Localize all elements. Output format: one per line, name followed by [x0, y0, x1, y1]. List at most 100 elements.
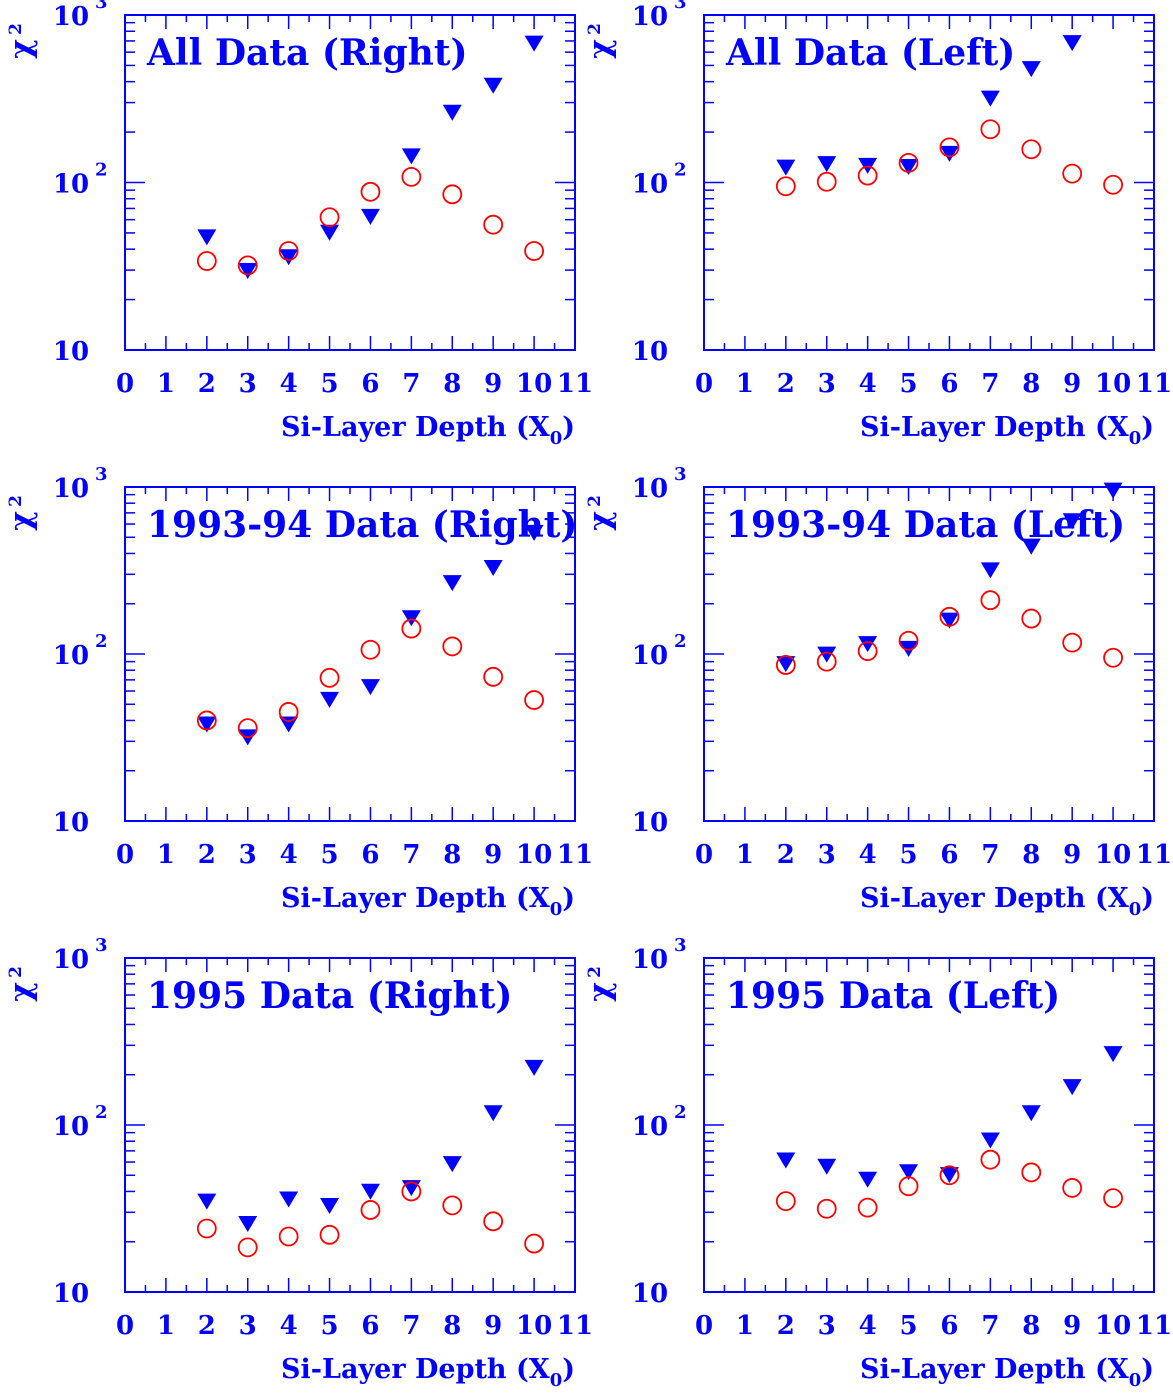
data-point-triangle — [197, 1193, 217, 1210]
x-tick-label: 0 — [695, 840, 713, 870]
data-point-circle — [1062, 632, 1083, 653]
y-axis-label: χ — [583, 511, 618, 531]
data-point-triangle — [524, 35, 544, 52]
data-point-circle — [1103, 647, 1123, 668]
data-point-triangle — [483, 1105, 503, 1122]
x-tick-label: 5 — [320, 840, 338, 870]
data-point-circle — [237, 718, 258, 738]
x-tick-label: 3 — [818, 369, 836, 399]
data-point-circle — [898, 1176, 919, 1197]
y-tick-label: 10 — [632, 1112, 668, 1142]
x-tick-label: 2 — [198, 840, 216, 870]
x-tick-label: 2 — [198, 1311, 216, 1341]
x-tick-label: 7 — [402, 369, 420, 399]
y-tick-label: 10 — [53, 170, 89, 200]
x-tick-label: 9 — [1063, 369, 1081, 399]
data-point-circle — [196, 251, 217, 271]
y-tick-label: 10 — [53, 337, 89, 367]
x-tick-label: 8 — [443, 840, 461, 870]
y-tick-label: 10 — [632, 808, 668, 838]
data-point-triangle — [817, 646, 837, 663]
data-point-circle — [1062, 1178, 1083, 1198]
y-tick-label: 10 — [632, 945, 668, 975]
y-axis-label-sup: 2 — [6, 966, 26, 978]
x-tick-label: 9 — [1063, 1311, 1081, 1341]
data-point-circle — [442, 184, 463, 205]
data-point-circle — [278, 241, 299, 261]
data-point-triangle — [1021, 538, 1041, 555]
x-tick-label: 5 — [899, 840, 917, 870]
y-tick-exponent: 3 — [674, 935, 687, 956]
data-point-circle — [1103, 1188, 1123, 1208]
x-tick-label: 1 — [736, 1311, 754, 1341]
data-point-triangle — [238, 1215, 258, 1232]
data-point-circle — [237, 255, 258, 276]
x-axis-label: Si-Layer Depth (X0) — [281, 412, 575, 449]
x-tick-label: 6 — [361, 369, 379, 399]
data-point-circle — [319, 1224, 340, 1245]
x-tick-label: 4 — [859, 840, 877, 870]
y-axis-label-sup: 2 — [585, 23, 605, 35]
x-tick-label: 10 — [1095, 840, 1131, 870]
x-tick-label: 6 — [940, 369, 958, 399]
panel-title: 1995 Data (Right) — [147, 975, 512, 1017]
x-tick-label: 11 — [557, 369, 593, 399]
data-point-circle — [898, 152, 919, 173]
data-point-circle — [816, 171, 837, 192]
y-axis-label: χ — [4, 982, 39, 1002]
x-tick-label: 8 — [1022, 1311, 1040, 1341]
data-point-circle — [483, 666, 504, 687]
x-tick-label: 2 — [777, 1311, 795, 1341]
y-tick-exponent: 3 — [674, 0, 687, 13]
x-tick-label: 11 — [557, 1311, 593, 1341]
data-point-circle — [401, 167, 422, 187]
data-point-triangle — [776, 656, 796, 673]
data-point-triangle — [524, 524, 544, 541]
x-tick-label: 7 — [981, 369, 999, 399]
x-tick-label: 4 — [859, 1311, 877, 1341]
x-tick-label: 6 — [361, 1311, 379, 1341]
x-tick-label: 1 — [157, 1311, 175, 1341]
x-tick-label: 4 — [859, 369, 877, 399]
x-tick-label: 10 — [516, 1311, 552, 1341]
x-tick-label: 7 — [981, 1311, 999, 1341]
data-point-circle — [319, 667, 340, 688]
data-point-circle — [980, 1149, 1001, 1170]
data-point-circle — [442, 636, 463, 657]
x-tick-label: 7 — [981, 840, 999, 870]
data-point-circle — [816, 1198, 837, 1219]
y-tick-exponent: 2 — [95, 1102, 108, 1123]
data-point-triangle — [776, 159, 796, 176]
data-point-triangle — [980, 1132, 1000, 1149]
data-point-triangle — [442, 104, 462, 121]
panel-title: 1993-94 Data (Left) — [726, 504, 1125, 546]
data-point-triangle — [899, 1164, 919, 1181]
data-point-triangle — [1062, 513, 1082, 530]
data-point-triangle — [483, 77, 503, 94]
data-point-circle — [524, 241, 544, 261]
data-point-circle — [278, 1226, 299, 1247]
x-tick-label: 3 — [239, 1311, 257, 1341]
data-point-triangle — [320, 1198, 340, 1215]
x-axis-label: Si-Layer Depth (X0) — [860, 883, 1154, 920]
data-point-circle — [196, 710, 217, 731]
y-tick-exponent: 2 — [674, 631, 687, 652]
data-point-circle — [939, 1165, 960, 1186]
y-tick-label: 10 — [632, 641, 668, 671]
y-axis-label: χ — [4, 511, 39, 531]
x-tick-label: 9 — [1063, 840, 1081, 870]
data-point-triangle — [279, 249, 299, 266]
panel-title: 1995 Data (Left) — [726, 975, 1060, 1017]
x-tick-label: 10 — [1095, 1311, 1131, 1341]
x-tick-label: 8 — [443, 369, 461, 399]
x-tick-label: 0 — [116, 369, 134, 399]
data-point-circle — [524, 1233, 544, 1254]
data-point-triangle — [279, 1191, 299, 1208]
data-point-triangle — [939, 612, 959, 629]
y-axis-label-sup: 2 — [6, 23, 26, 35]
data-point-circle — [360, 639, 381, 660]
data-point-circle — [898, 630, 919, 651]
x-tick-label: 4 — [280, 369, 298, 399]
